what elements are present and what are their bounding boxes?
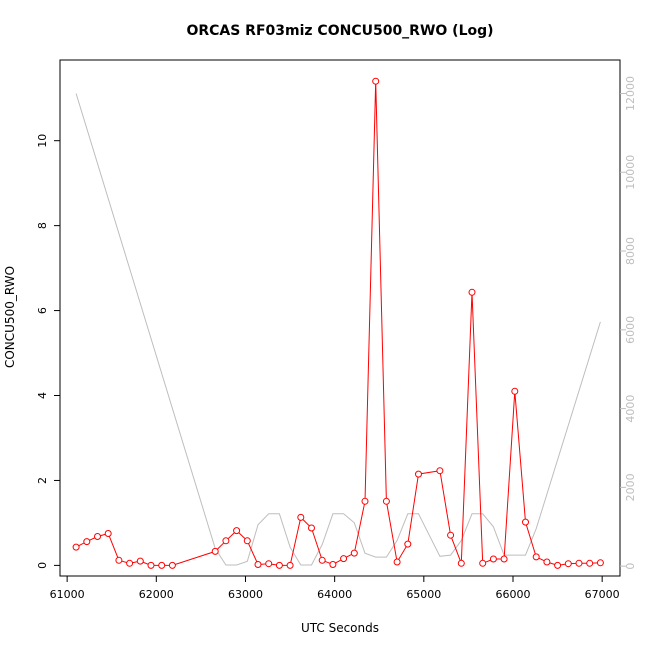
data-point [158, 561, 166, 569]
series-line-primary [75, 81, 601, 566]
data-point [479, 559, 487, 567]
data-point [361, 497, 369, 505]
data-point [329, 561, 337, 568]
data-point [500, 555, 508, 563]
x-tick-label: 64000 [317, 588, 352, 601]
data-point [436, 467, 444, 475]
data-point [415, 470, 422, 478]
y2-tick-label: 10000 [624, 155, 637, 190]
x-axis-label: UTC Seconds [301, 621, 379, 635]
data-point [586, 559, 594, 567]
y2-tick-label: 8000 [624, 237, 637, 265]
data-point [511, 387, 519, 395]
y2-tick-label: 2000 [624, 473, 637, 501]
data-point [211, 547, 219, 555]
series-line-secondary [75, 93, 601, 566]
data-point [265, 560, 273, 568]
data-point [286, 561, 294, 569]
y-tick-label: 2 [36, 477, 49, 484]
data-point [126, 559, 134, 567]
data-point [457, 559, 465, 567]
data-point [340, 555, 348, 563]
data-point [308, 524, 315, 532]
data-point [532, 553, 540, 561]
data-point [222, 537, 230, 545]
plot-frame [59, 59, 621, 577]
data-point [168, 561, 176, 569]
data-point [489, 555, 497, 563]
y-tick-label: 6 [36, 307, 49, 314]
data-point [104, 530, 112, 537]
data-point [254, 561, 262, 568]
data-point [136, 557, 144, 565]
y-tick-label: 4 [36, 392, 49, 399]
data-point [115, 556, 123, 564]
data-point [318, 556, 326, 564]
data-point [393, 558, 401, 566]
data-point [596, 559, 604, 567]
chart-title: ORCAS RF03miz CONCU500_RWO (Log) [186, 23, 493, 39]
data-point [575, 559, 583, 567]
data-point [350, 549, 358, 557]
x-tick-label: 67000 [585, 588, 620, 601]
plot-series [72, 77, 604, 569]
y-axis: 0 2 4 6 8 10 [36, 134, 60, 569]
y2-tick-label: 6000 [624, 316, 637, 344]
data-point [382, 497, 390, 505]
data-point [233, 527, 241, 535]
data-point [404, 540, 412, 548]
y-tick-label: 8 [36, 222, 49, 229]
y2-tick-label: 4000 [624, 395, 637, 423]
data-point [297, 513, 305, 521]
x-axis: 61000 62000 63000 64000 65000 66000 67000 [50, 576, 620, 601]
data-point [522, 518, 529, 526]
x-tick-label: 61000 [50, 588, 85, 601]
x-tick-label: 63000 [228, 588, 263, 601]
data-point [94, 533, 101, 540]
data-point [372, 77, 380, 85]
y2-tick-label: 0 [624, 563, 637, 570]
x-tick-label: 65000 [406, 588, 441, 601]
secondary-y-axis: 0 2000 4000 6000 8000 10000 12000 [620, 76, 637, 570]
data-point [554, 561, 562, 569]
y-axis-label: CONCU500_RWO [3, 266, 17, 368]
data-point [243, 537, 251, 545]
x-tick-label: 62000 [139, 588, 174, 601]
y-tick-label: 10 [36, 134, 49, 148]
data-point [447, 531, 455, 539]
data-point [564, 560, 572, 568]
y2-tick-label: 12000 [624, 76, 637, 111]
x-tick-label: 66000 [495, 588, 530, 601]
data-point [468, 288, 476, 296]
data-point [543, 558, 551, 566]
data-point [147, 561, 155, 569]
data-point [275, 561, 283, 569]
y-tick-label: 0 [36, 562, 49, 569]
data-point [83, 538, 91, 546]
data-point [72, 543, 80, 551]
